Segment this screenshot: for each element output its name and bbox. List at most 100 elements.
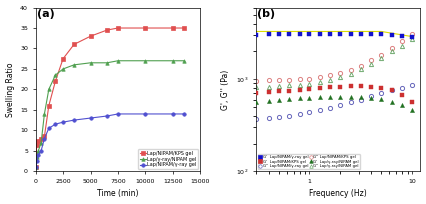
Lap/γ-ray/NIPAM gel — [46, 88, 52, 91]
G'' Lap/γ-ray/NIPAM gel — [327, 79, 332, 81]
Lap/γ-ray/NIPAM gel — [33, 166, 38, 168]
G'' Lap/γ-ray/NIPAM gel — [276, 85, 281, 87]
G'  Lap/NIPAM/KPS gel — [389, 89, 394, 91]
Lap/γ-ray/NIPAM gel — [39, 141, 44, 144]
G'  Lap/γ-ray/NIPAM gel — [389, 100, 394, 103]
G'  Lap/NIPAM/γ-ray gel — [276, 33, 281, 35]
Legend: Lap/NIPAM/KPS gel, Lap/γ-ray/NIPAM gel, Lap/NIPAM/γ-ray gel: Lap/NIPAM/KPS gel, Lap/γ-ray/NIPAM gel, … — [138, 150, 198, 169]
G'  Lap/γ-ray/NIPAM gel — [338, 95, 343, 98]
G'' Lap/NIPAM/γ-ray gel — [358, 98, 363, 101]
G'' Lap/γ-ray/NIPAM gel — [410, 38, 415, 41]
G'' Lap/γ-ray/NIPAM gel — [358, 68, 363, 70]
Text: (a): (a) — [37, 9, 55, 19]
G'  Lap/NIPAM/KPS gel — [276, 90, 281, 92]
G'' Lap/γ-ray/NIPAM gel — [266, 85, 271, 88]
Lap/NIPAM/γ-ray gel — [60, 121, 66, 123]
Lap/NIPAM/KPS gel — [60, 58, 66, 60]
G'  Lap/NIPAM/γ-ray gel — [358, 33, 363, 35]
Lap/γ-ray/NIPAM gel — [115, 60, 121, 62]
G'' Lap/NIPAM/γ-ray gel — [410, 84, 415, 86]
G'  Lap/γ-ray/NIPAM gel — [253, 101, 258, 104]
Lap/NIPAM/γ-ray gel — [181, 113, 187, 115]
Y-axis label: G', G'' (Pa): G', G'' (Pa) — [221, 69, 230, 110]
Text: (b): (b) — [257, 9, 276, 19]
Line: G'' Lap/NIPAM/γ-ray gel: G'' Lap/NIPAM/γ-ray gel — [253, 83, 414, 121]
G'' Lap/NIPAM/γ-ray gel — [379, 92, 384, 95]
G'  Lap/NIPAM/KPS gel — [348, 85, 353, 87]
G'' Lap/NIPAM/KPS gel — [266, 79, 271, 82]
Lap/NIPAM/KPS gel — [36, 139, 41, 142]
G'  Lap/NIPAM/KPS gel — [297, 88, 302, 91]
G'  Lap/NIPAM/KPS gel — [379, 87, 384, 89]
G'  Lap/NIPAM/KPS gel — [368, 86, 374, 88]
Lap/NIPAM/γ-ray gel — [88, 117, 93, 119]
G'' Lap/NIPAM/γ-ray gel — [253, 118, 258, 120]
G'' Lap/γ-ray/NIPAM gel — [389, 50, 394, 53]
Lap/NIPAM/KPS gel — [88, 35, 93, 37]
G'' Lap/NIPAM/KPS gel — [317, 76, 322, 79]
X-axis label: Time (min): Time (min) — [97, 190, 139, 198]
Line: G'' Lap/γ-ray/NIPAM gel: G'' Lap/γ-ray/NIPAM gel — [253, 37, 414, 89]
Lap/NIPAM/γ-ray gel — [34, 160, 39, 162]
Line: Lap/NIPAM/γ-ray gel: Lap/NIPAM/γ-ray gel — [34, 112, 186, 169]
G'' Lap/γ-ray/NIPAM gel — [297, 83, 302, 86]
G'' Lap/γ-ray/NIPAM gel — [286, 84, 291, 87]
G'' Lap/NIPAM/KPS gel — [297, 78, 302, 80]
G'  Lap/NIPAM/γ-ray gel — [410, 36, 415, 39]
G'  Lap/NIPAM/γ-ray gel — [327, 33, 332, 35]
G'' Lap/NIPAM/KPS gel — [389, 47, 394, 49]
Lap/NIPAM/γ-ray gel — [115, 113, 121, 115]
G'  Lap/NIPAM/KPS gel — [327, 86, 332, 88]
G'  Lap/NIPAM/KPS gel — [286, 90, 291, 92]
G'  Lap/NIPAM/KPS gel — [410, 101, 415, 104]
Line: G'  Lap/γ-ray/NIPAM gel: G' Lap/γ-ray/NIPAM gel — [253, 94, 414, 112]
Lap/NIPAM/KPS gel — [104, 29, 109, 31]
Lap/NIPAM/γ-ray gel — [72, 119, 77, 121]
G'  Lap/NIPAM/γ-ray gel — [348, 33, 353, 35]
G'  Lap/γ-ray/NIPAM gel — [286, 98, 291, 101]
G'' Lap/NIPAM/γ-ray gel — [307, 111, 312, 113]
G'' Lap/NIPAM/KPS gel — [276, 79, 281, 81]
Y-axis label: Swelling Ratio: Swelling Ratio — [6, 62, 14, 117]
G'  Lap/NIPAM/γ-ray gel — [400, 35, 405, 37]
G'  Lap/NIPAM/γ-ray gel — [286, 33, 291, 35]
G'  Lap/NIPAM/KPS gel — [307, 87, 312, 90]
Lap/γ-ray/NIPAM gel — [34, 156, 39, 158]
Lap/NIPAM/γ-ray gel — [143, 113, 148, 115]
G'' Lap/NIPAM/γ-ray gel — [338, 104, 343, 106]
G'' Lap/γ-ray/NIPAM gel — [253, 86, 258, 88]
G'' Lap/NIPAM/γ-ray gel — [389, 89, 394, 91]
Lap/NIPAM/KPS gel — [115, 27, 121, 29]
Lap/NIPAM/KPS gel — [34, 143, 39, 146]
Lap/NIPAM/γ-ray gel — [53, 123, 58, 125]
G'  Lap/γ-ray/NIPAM gel — [297, 97, 302, 100]
G'  Lap/NIPAM/γ-ray gel — [317, 33, 322, 35]
G'  Lap/γ-ray/NIPAM gel — [400, 104, 405, 106]
Lap/NIPAM/KPS gel — [46, 104, 52, 107]
G'' Lap/NIPAM/KPS gel — [348, 69, 353, 71]
G'' Lap/NIPAM/γ-ray gel — [400, 86, 405, 89]
G'  Lap/NIPAM/γ-ray gel — [379, 33, 384, 36]
G'  Lap/γ-ray/NIPAM gel — [348, 95, 353, 98]
G'  Lap/γ-ray/NIPAM gel — [410, 109, 415, 111]
G'' Lap/NIPAM/γ-ray gel — [317, 109, 322, 111]
G'  Lap/NIPAM/γ-ray gel — [338, 33, 343, 35]
G'  Lap/NIPAM/γ-ray gel — [307, 33, 312, 35]
Lap/NIPAM/γ-ray gel — [33, 166, 38, 168]
Line: G'' Lap/NIPAM/KPS gel: G'' Lap/NIPAM/KPS gel — [253, 32, 414, 83]
G'' Lap/NIPAM/γ-ray gel — [276, 116, 281, 118]
G'' Lap/NIPAM/γ-ray gel — [286, 115, 291, 117]
Lap/NIPAM/KPS gel — [33, 166, 38, 168]
G'  Lap/γ-ray/NIPAM gel — [358, 96, 363, 98]
G'' Lap/NIPAM/KPS gel — [410, 33, 415, 35]
Line: Lap/γ-ray/NIPAM gel: Lap/γ-ray/NIPAM gel — [34, 59, 186, 169]
Lap/NIPAM/KPS gel — [39, 137, 44, 140]
Lap/NIPAM/γ-ray gel — [39, 150, 44, 152]
G'  Lap/NIPAM/KPS gel — [338, 85, 343, 88]
G'  Lap/γ-ray/NIPAM gel — [276, 99, 281, 101]
Lap/γ-ray/NIPAM gel — [143, 60, 148, 62]
G'' Lap/NIPAM/KPS gel — [307, 78, 312, 80]
G'' Lap/NIPAM/KPS gel — [358, 64, 363, 67]
Line: Lap/NIPAM/KPS gel: Lap/NIPAM/KPS gel — [34, 26, 186, 169]
G'' Lap/NIPAM/KPS gel — [400, 40, 405, 42]
